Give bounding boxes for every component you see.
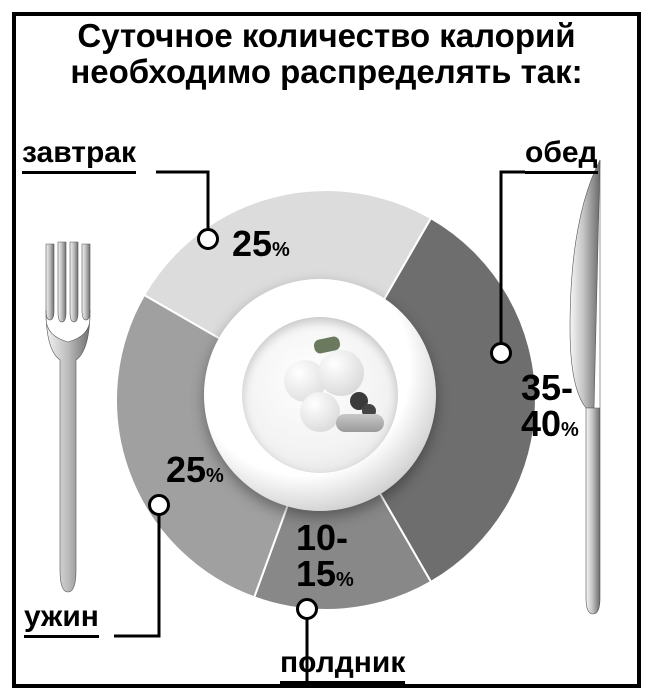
percent-sign: %	[272, 239, 290, 261]
label-breakfast: завтрак	[22, 136, 136, 170]
pct-lunch: 35-40%	[521, 370, 579, 442]
marker-dinner	[148, 494, 170, 516]
label-breakfast-text: завтрак	[22, 136, 136, 174]
pct-breakfast-num: 25	[232, 223, 272, 264]
marker-snack	[296, 598, 318, 620]
leader-lines	[0, 0, 653, 700]
pct-dinner: 25%	[166, 452, 224, 488]
label-dinner-text: ужин	[24, 600, 99, 638]
label-lunch-text: обед	[525, 136, 598, 174]
pct-dinner-num: 25	[166, 449, 206, 490]
percent-sign: %	[336, 569, 354, 591]
percent-sign: %	[561, 419, 579, 441]
pct-snack: 10-15%	[296, 520, 354, 592]
label-lunch: обед	[525, 136, 598, 170]
pct-breakfast: 25%	[232, 226, 290, 262]
label-dinner: ужин	[24, 600, 99, 634]
label-snack-text: полдник	[280, 646, 405, 684]
label-snack: полдник	[280, 646, 405, 680]
percent-sign: %	[206, 465, 224, 487]
marker-breakfast	[197, 228, 219, 250]
marker-lunch	[490, 342, 512, 364]
